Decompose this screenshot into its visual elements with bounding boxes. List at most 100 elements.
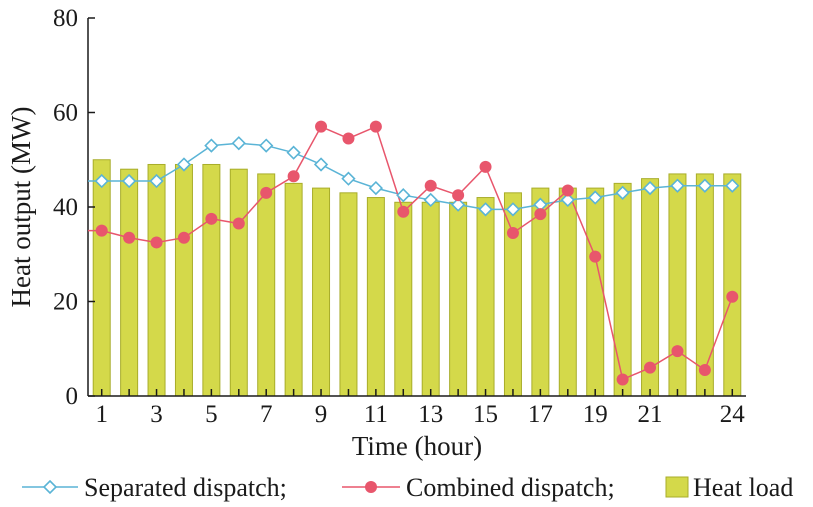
legend-circle-icon	[365, 481, 377, 493]
point-separated-dispatch	[588, 190, 603, 205]
point-separated-dispatch	[697, 178, 713, 193]
line-markers	[94, 120, 740, 386]
x-tick-label: 5	[205, 401, 218, 428]
bar-heat-load	[257, 173, 276, 397]
bar-heat-load	[503, 192, 522, 397]
point-separated-dispatch	[478, 202, 493, 217]
point-separated-dispatch	[176, 157, 192, 172]
bar-heat-load	[284, 182, 303, 397]
point-separated-dispatch	[642, 180, 658, 196]
point-combined-dispatch	[260, 186, 273, 199]
point-combined-dispatch	[177, 231, 190, 244]
legend-item-separated-dispatch: Separated dispatch;	[22, 473, 287, 502]
x-tick-label: 19	[583, 401, 608, 428]
x-axis-title: Time (hour)	[352, 431, 482, 461]
bar-heat-load	[668, 173, 687, 397]
bar-heat-load	[339, 192, 358, 397]
point-combined-dispatch	[726, 290, 739, 303]
point-separated-dispatch	[94, 173, 109, 189]
bar-heat-load	[558, 187, 577, 397]
point-separated-dispatch	[204, 138, 219, 153]
point-combined-dispatch	[506, 226, 519, 239]
point-separated-dispatch	[615, 185, 630, 200]
bar-heat-load	[421, 201, 440, 397]
y-tick-label: 0	[66, 383, 79, 410]
bar-heat-load	[202, 163, 221, 397]
point-combined-dispatch	[644, 361, 657, 374]
bar-heat-load	[92, 159, 111, 397]
point-separated-dispatch	[725, 178, 740, 193]
bar-heat-load	[312, 187, 331, 397]
y-ticks: 0 20 40 60 80	[53, 5, 95, 410]
point-combined-dispatch	[479, 160, 492, 173]
legend-item-combined-dispatch: Combined dispatch;	[342, 473, 615, 502]
point-combined-dispatch	[315, 120, 328, 133]
bar-heat-load	[695, 173, 714, 397]
point-combined-dispatch	[287, 170, 300, 183]
point-separated-dispatch	[149, 173, 164, 189]
point-separated-dispatch	[121, 173, 137, 189]
point-separated-dispatch	[286, 145, 301, 160]
y-tick-label: 60	[53, 100, 78, 127]
legend-label-heat-load: Heat load	[693, 473, 793, 502]
point-separated-dispatch	[423, 192, 438, 208]
x-tick-label: 7	[260, 401, 273, 428]
bar-heat-load	[613, 182, 632, 397]
x-tick-label: 3	[150, 401, 163, 428]
bar-heat-load	[586, 187, 605, 397]
point-separated-dispatch	[450, 197, 466, 212]
y-tick-label: 40	[53, 194, 78, 221]
point-combined-dispatch	[95, 224, 108, 237]
point-combined-dispatch	[561, 184, 574, 197]
point-separated-dispatch	[259, 138, 274, 153]
point-combined-dispatch	[205, 212, 218, 225]
bar-heat-load	[120, 168, 139, 397]
point-combined-dispatch	[123, 231, 136, 244]
x-tick-label: 21	[638, 401, 663, 428]
y-tick-label: 20	[53, 289, 78, 316]
legend-item-heat-load: Heat load	[665, 473, 793, 502]
point-separated-dispatch	[505, 202, 521, 217]
point-separated-dispatch	[368, 180, 384, 196]
point-combined-dispatch	[369, 120, 382, 133]
point-combined-dispatch	[150, 236, 163, 249]
x-tick-label: 15	[473, 401, 498, 428]
bar-heat-load	[174, 163, 193, 397]
point-combined-dispatch	[534, 208, 547, 221]
x-tick-label: 9	[315, 401, 328, 428]
x-tick-label: 17	[528, 401, 553, 428]
point-separated-dispatch	[396, 188, 411, 203]
point-combined-dispatch	[452, 189, 465, 202]
point-separated-dispatch	[670, 178, 685, 193]
point-separated-dispatch	[313, 157, 329, 172]
bar-heat-load	[229, 168, 248, 397]
x-tick-label: 1	[95, 401, 108, 428]
bar-series-heat-load	[92, 159, 742, 397]
legend-label-combined: Combined dispatch;	[406, 473, 615, 502]
y-tick-label: 80	[53, 5, 78, 32]
bar-heat-load	[476, 197, 495, 397]
legend-diamond-icon	[42, 479, 58, 495]
point-combined-dispatch	[589, 250, 602, 263]
legend-bar-swatch	[665, 476, 689, 498]
point-combined-dispatch	[698, 364, 711, 377]
x-tick-label: 13	[418, 401, 443, 428]
legend: Separated dispatch; Combined dispatch; H…	[22, 473, 793, 502]
bar-heat-load	[366, 197, 385, 397]
y-axis-title: Heat output (MW)	[6, 107, 36, 308]
point-separated-dispatch	[231, 136, 246, 151]
point-separated-dispatch	[560, 192, 575, 208]
legend-label-separated: Separated dispatch;	[84, 473, 287, 502]
bar-heat-load	[723, 173, 742, 397]
x-ticks: 1 3 5 7 9 11 13 15 17 19 21 24	[95, 389, 745, 428]
point-combined-dispatch	[424, 179, 437, 192]
bar-heat-load	[449, 201, 468, 397]
point-combined-dispatch	[397, 205, 410, 218]
point-combined-dispatch	[671, 345, 684, 358]
x-tick-label: 24	[720, 401, 746, 428]
point-combined-dispatch	[232, 217, 245, 230]
point-combined-dispatch	[616, 373, 629, 386]
point-combined-dispatch	[342, 132, 355, 145]
x-tick-label: 11	[364, 401, 388, 428]
